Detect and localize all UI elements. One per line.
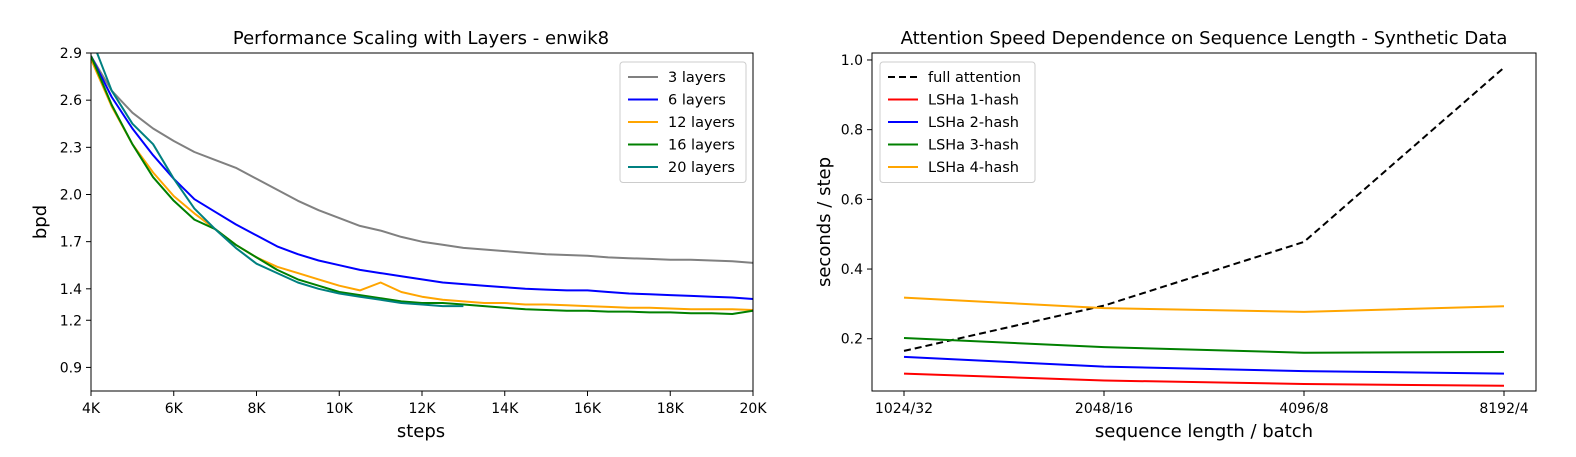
x-tick-label: 10K: [326, 401, 354, 417]
y-axis-label: bpd: [30, 205, 51, 239]
series-group: [903, 66, 1505, 387]
x-tick-label: 4K: [82, 401, 101, 417]
y-tick-label: 2.3: [60, 140, 82, 156]
chart-attention-speed: Attention Speed Dependence on Sequence L…: [814, 28, 1537, 442]
series-line-6-layers: [91, 55, 753, 300]
series-line-12-layers: [91, 58, 753, 311]
series-line-lsha-3-hash: [903, 337, 1505, 354]
y-tick-label: 0.2: [841, 332, 863, 348]
chart-performance-scaling: Performance Scaling with Layers - enwik8…: [30, 28, 767, 442]
x-tick-label: 18K: [657, 401, 685, 417]
x-tick-label: 8K: [247, 401, 266, 417]
y-tick-label: 1.0: [841, 53, 863, 69]
y-tick-label: 2.0: [60, 187, 82, 203]
series-line-16-layers: [91, 55, 753, 315]
plot-area: 4K 6K 8K 10K 12K 14K 16K 18K 20K 0.9 1.2 1.4 1.7 2.0 2…: [60, 46, 768, 417]
x-tick-label: 16K: [574, 401, 602, 417]
x-tick-label: 2048/16: [1075, 401, 1133, 417]
chart-title: Performance Scaling with Layers - enwik8: [233, 28, 609, 49]
legend-item-20-layers: 20 layers: [668, 160, 735, 176]
x-axis-label: steps: [397, 421, 445, 442]
y-tick-label: 1.2: [60, 313, 82, 329]
legend: 3 layers 6 layers 12 layers 16 layers 20 lay…: [619, 61, 747, 183]
legend-item-3-layers: 3 layers: [668, 70, 726, 86]
series-line-lsha-4-hash: [903, 296, 1505, 313]
series-line-3-layers: [91, 55, 753, 264]
series-line-lsha-2-hash: [903, 355, 1505, 375]
y-axis-label: seconds / step: [814, 157, 835, 287]
x-tick-label: 8192/4: [1479, 401, 1528, 417]
y-tick-label: 1.4: [60, 282, 82, 298]
legend-item-16-layers: 16 layers: [668, 138, 735, 154]
y-tick-label: 0.6: [841, 192, 863, 208]
plot-area: 1024/32 2048/16 4096/8 8192/4 0.2 0.4 0.6 0.8 1.…: [841, 52, 1537, 417]
y-tick-label: 2.9: [60, 46, 82, 62]
series-line-full-attention: [903, 66, 1505, 352]
legend-item-full-attention: full attention: [928, 70, 1021, 86]
legend-item-lsha-2-hash: LSHa 2-hash: [928, 115, 1019, 131]
axes-frame: [871, 52, 1537, 392]
legend-item-lsha-1-hash: LSHa 1-hash: [928, 93, 1019, 109]
series-line-lsha-1-hash: [903, 372, 1505, 387]
y-tick-label: 0.9: [60, 360, 82, 376]
y-tick-label: 0.4: [841, 262, 863, 278]
x-tick-label: 14K: [491, 401, 519, 417]
x-tick-label: 1024/32: [875, 401, 933, 417]
legend-frame: [879, 61, 1036, 183]
x-tick-label: 4096/8: [1279, 401, 1328, 417]
legend: full attention LSHa 1-hash LSHa 2-hash LSHa…: [879, 61, 1036, 183]
x-tick-label: 20K: [740, 401, 768, 417]
series-group: [91, 53, 753, 315]
legend-item-lsha-4-hash: LSHa 4-hash: [928, 160, 1019, 176]
legend-frame: [619, 61, 747, 183]
y-tick-label: 2.6: [60, 93, 82, 109]
y-tick-label: 0.8: [841, 123, 863, 139]
x-axis-label: sequence length / batch: [1095, 421, 1313, 442]
legend-item-lsha-3-hash: LSHa 3-hash: [928, 138, 1019, 154]
series-line-20-layers: [96, 53, 464, 308]
legend-item-6-layers: 6 layers: [668, 93, 726, 109]
y-tick-label: 1.7: [60, 235, 82, 251]
legend-item-12-layers: 12 layers: [668, 115, 735, 131]
x-tick-label: 6K: [165, 401, 184, 417]
x-tick-label: 12K: [409, 401, 437, 417]
chart-title: Attention Speed Dependence on Sequence L…: [901, 28, 1508, 49]
